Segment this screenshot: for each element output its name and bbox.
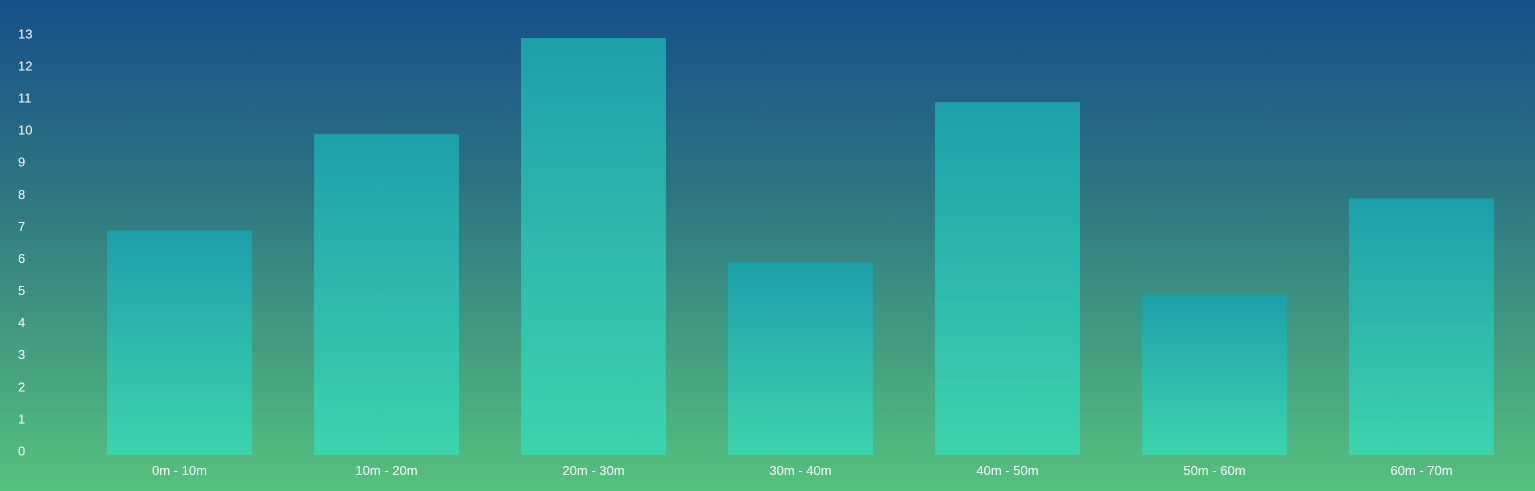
y-tick-label: 12 [18, 59, 32, 74]
y-tick-label: 11 [18, 91, 32, 106]
bar [1142, 294, 1287, 455]
bar [314, 134, 459, 455]
x-tick-label: 50m - 60m [1183, 463, 1245, 478]
bar [1349, 198, 1494, 455]
y-tick-label: 6 [18, 251, 25, 266]
y-tick-label: 10 [18, 123, 32, 138]
y-tick-label: 8 [18, 187, 25, 202]
y-tick-label: 1 [18, 411, 25, 426]
x-axis: 0m - 10m 10m - 20m 20m - 30m 30m - 40m 40m -… [152, 463, 1453, 478]
y-tick-label: 2 [18, 379, 25, 394]
y-tick-label: 4 [18, 315, 25, 330]
y-tick-label: 5 [18, 283, 25, 298]
y-tick-label: 9 [18, 155, 25, 170]
x-tick-label: 20m - 30m [562, 463, 624, 478]
bar [935, 102, 1080, 456]
x-tick-label: 40m - 50m [976, 463, 1038, 478]
x-tick-label: 0m - 10m [152, 463, 207, 478]
y-tick-label: 7 [18, 219, 25, 234]
bar [521, 38, 666, 455]
bar [728, 262, 873, 455]
y-tick-label: 0 [18, 443, 25, 458]
bar [107, 230, 252, 455]
x-tick-label: 10m - 20m [355, 463, 417, 478]
y-tick-label: 3 [18, 347, 25, 362]
bars [107, 38, 1494, 456]
x-tick-label: 30m - 40m [769, 463, 831, 478]
x-tick-label: 60m - 70m [1390, 463, 1452, 478]
y-tick-label: 13 [18, 26, 32, 41]
